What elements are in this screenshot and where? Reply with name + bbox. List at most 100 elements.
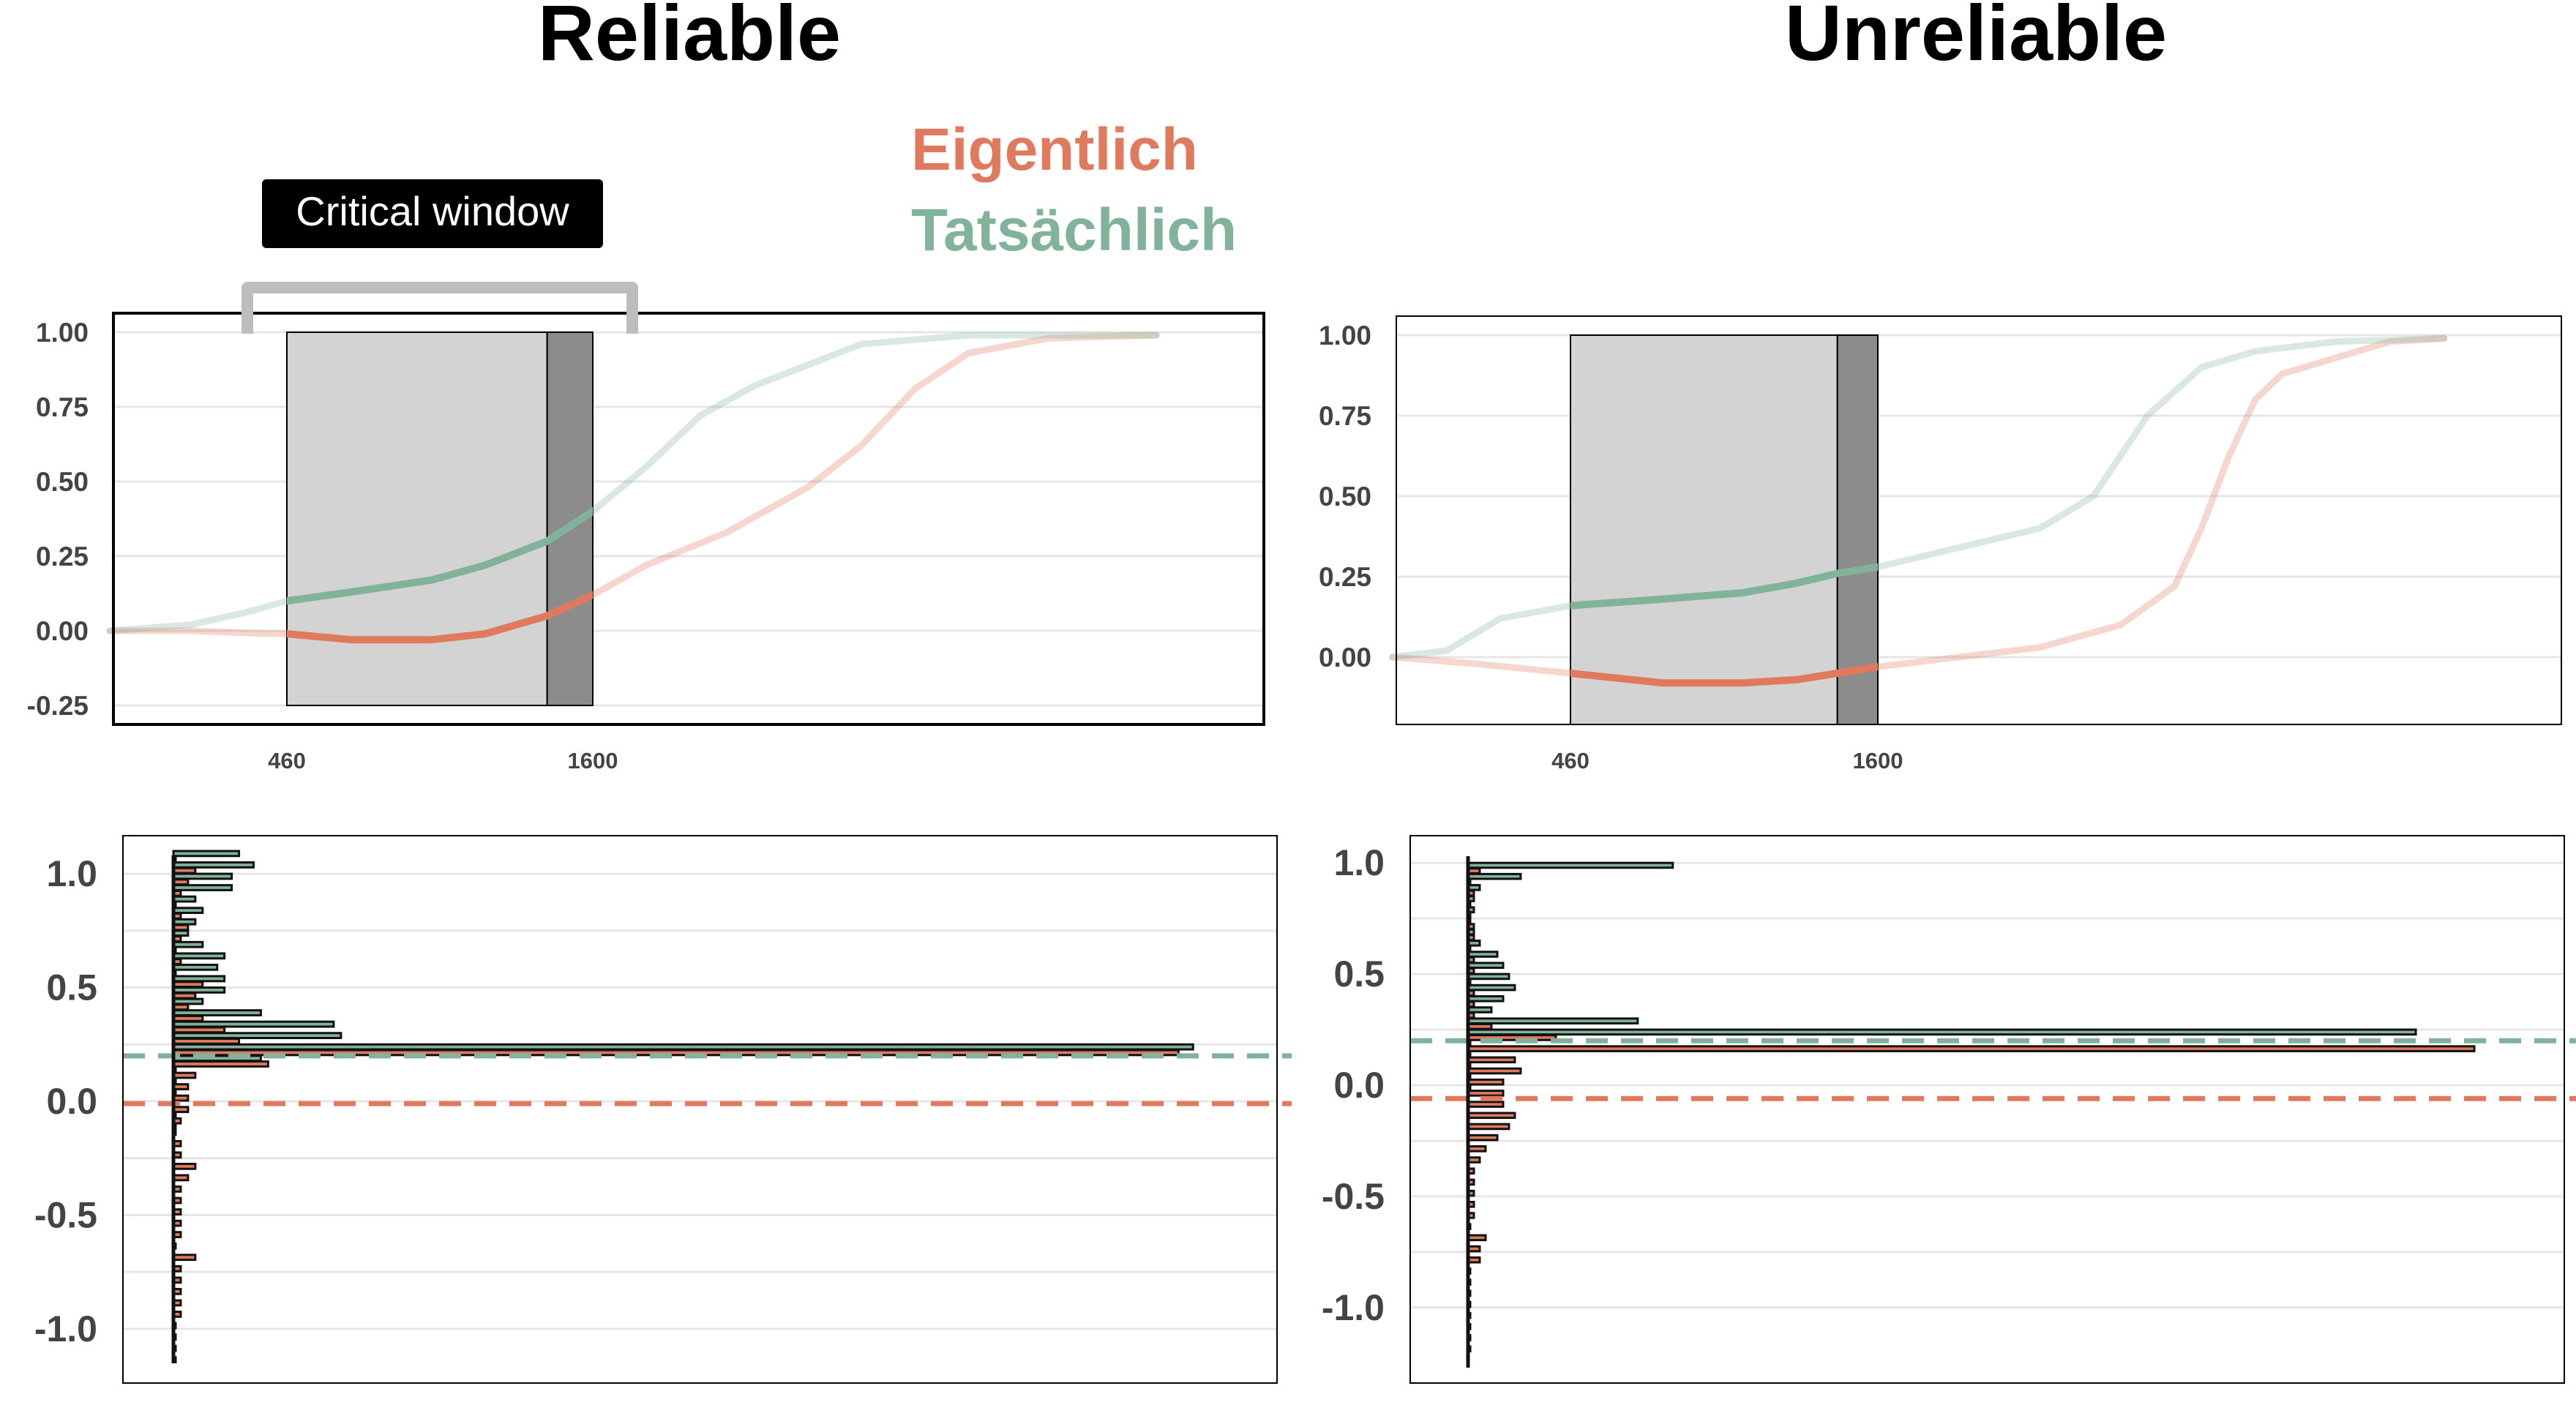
- bar-eigentlich: [172, 1106, 190, 1114]
- plot-frame: [1409, 835, 2565, 1384]
- plot-frame: [1396, 315, 2562, 725]
- bar-tatsaechlich: [172, 918, 197, 926]
- bar-tatsaechlich: [1467, 861, 1674, 869]
- bar-tatsaechlich: [172, 986, 226, 994]
- y-tick-label: 0.0: [1333, 1065, 1385, 1106]
- y-tick-label: 0.25: [36, 542, 89, 572]
- bar-tatsaechlich: [172, 907, 204, 915]
- y-tick-label: -1.0: [1322, 1287, 1385, 1328]
- bar-tatsaechlich: [1467, 872, 1522, 880]
- bar-eigentlich: [172, 992, 197, 1000]
- chart-bottom-left: 1.0 0.5 0.0 -0.5 -1.0: [34, 835, 1292, 1384]
- x-tick-label: 1600: [568, 748, 618, 773]
- bar-eigentlich: [172, 1174, 190, 1182]
- chart-top-right: 1.00 0.75 0.50 0.25 0.00 460 1600: [1319, 315, 2562, 773]
- bar-eigentlich: [1467, 1112, 1516, 1120]
- y-tick-label: 0.00: [36, 616, 89, 646]
- bar-eigentlich: [172, 1038, 241, 1045]
- bar-tatsaechlich: [172, 884, 233, 891]
- line-tatsaechlich-faded: [1389, 334, 2448, 661]
- plot-frame: [122, 835, 1278, 1384]
- bar-eigentlich: [172, 878, 190, 886]
- y-tick-label: 0.0: [46, 1081, 97, 1122]
- bar-tatsaechlich: [172, 895, 197, 903]
- bar-tatsaechlich: [1467, 994, 1505, 1003]
- line-eigentlich-faded: [106, 331, 1160, 643]
- critical-window-label-box: [262, 179, 603, 248]
- bar-tatsaechlich: [1467, 1028, 2417, 1036]
- bar-eigentlich: [1467, 1090, 1505, 1097]
- critical-window-label: Critical window: [296, 188, 569, 234]
- bar-tatsaechlich: [1467, 962, 1505, 970]
- legend-eigentlich: Eigentlich: [911, 116, 1198, 183]
- bar-eigentlich: [172, 1049, 1180, 1057]
- y-tick-label: 0.00: [1319, 642, 1371, 672]
- bar-eigentlich: [172, 866, 197, 874]
- bar-tatsaechlich: [172, 1032, 342, 1040]
- title-unreliable: Unreliable: [1785, 0, 2167, 77]
- bar-tatsaechlich: [172, 850, 241, 858]
- bar-tatsaechlich: [1467, 1017, 1639, 1024]
- line-tatsaechlich: [287, 506, 593, 605]
- y-tick-label: 0.5: [46, 967, 97, 1008]
- bar-eigentlich: [172, 1060, 269, 1068]
- bar-tatsaechlich: [172, 940, 204, 948]
- chart-top-left: 1.00 0.75 0.50 0.25 0.00 -0.25 460 1600: [27, 282, 1265, 773]
- bar-eigentlich: [172, 1003, 190, 1011]
- y-tick-label: 0.50: [36, 467, 89, 497]
- bar-tatsaechlich: [172, 952, 226, 960]
- bar-eigentlich: [172, 1026, 226, 1034]
- bar-eigentlich: [172, 923, 190, 932]
- line-eigentlich: [287, 591, 593, 644]
- y-tick-label: -0.5: [34, 1194, 97, 1235]
- bar-tatsaechlich: [1467, 984, 1516, 992]
- bar-eigentlich: [172, 1014, 204, 1022]
- bar-tatsaechlich: [172, 1020, 335, 1028]
- bar-eigentlich: [1467, 1123, 1510, 1131]
- y-tick-label: 0.75: [1319, 401, 1371, 431]
- bar-eigentlich: [1467, 1134, 1499, 1142]
- bar-tatsaechlich: [172, 997, 204, 1005]
- bar-tatsaechlich: [172, 929, 190, 937]
- title-reliable: Reliable: [538, 0, 841, 77]
- bar-eigentlich: [1467, 1067, 1522, 1075]
- bar-tatsaechlich: [172, 1043, 1194, 1051]
- bar-eigentlich: [172, 1254, 197, 1262]
- bar-eigentlich: [1467, 1022, 1493, 1030]
- bar-tatsaechlich: [172, 872, 233, 880]
- line-eigentlich: [1570, 663, 1878, 687]
- chart-bottom-right: 1.0 0.5 0.0 -0.5 -1.0: [1322, 835, 2576, 1384]
- y-tick-label: -0.25: [27, 691, 89, 721]
- y-tick-label: -1.0: [34, 1308, 97, 1349]
- x-tick-label: 460: [268, 748, 306, 773]
- bar-tatsaechlich: [1467, 951, 1499, 958]
- critical-window-dark-shade: [1836, 334, 1879, 725]
- legend-tatsaechlich: Tatsächlich: [911, 197, 1237, 263]
- bar-eigentlich: [172, 1094, 190, 1102]
- bar-eigentlich: [172, 1163, 197, 1170]
- y-tick-label: 1.00: [1319, 321, 1371, 351]
- bar-eigentlich: [172, 981, 204, 989]
- bar-eigentlich: [1467, 1145, 1487, 1153]
- line-eigentlich-faded: [1389, 334, 2448, 686]
- y-tick-label: 0.50: [1319, 482, 1371, 512]
- y-tick-label: 0.5: [1333, 953, 1385, 994]
- y-tick-label: 1.0: [46, 853, 97, 894]
- x-tick-label: 1600: [1853, 748, 1903, 773]
- bar-tatsaechlich: [1467, 973, 1510, 981]
- bar-eigentlich: [1467, 1078, 1505, 1086]
- bar-tatsaechlich: [172, 963, 219, 971]
- bar-tatsaechlich: [172, 861, 255, 869]
- line-tatsaechlich-faded: [106, 331, 1160, 634]
- y-tick-label: 1.0: [1333, 842, 1385, 883]
- plot-frame: [112, 312, 1265, 726]
- critical-window-bracket: [242, 282, 638, 334]
- bar-eigentlich: [172, 1071, 197, 1079]
- y-tick-label: -0.5: [1322, 1176, 1385, 1217]
- critical-window-shade: [286, 331, 548, 706]
- bar-eigentlich: [1467, 1101, 1505, 1108]
- x-tick-label: 460: [1551, 748, 1590, 773]
- bar-tatsaechlich: [172, 975, 226, 983]
- y-tick-label: 0.25: [1319, 562, 1371, 592]
